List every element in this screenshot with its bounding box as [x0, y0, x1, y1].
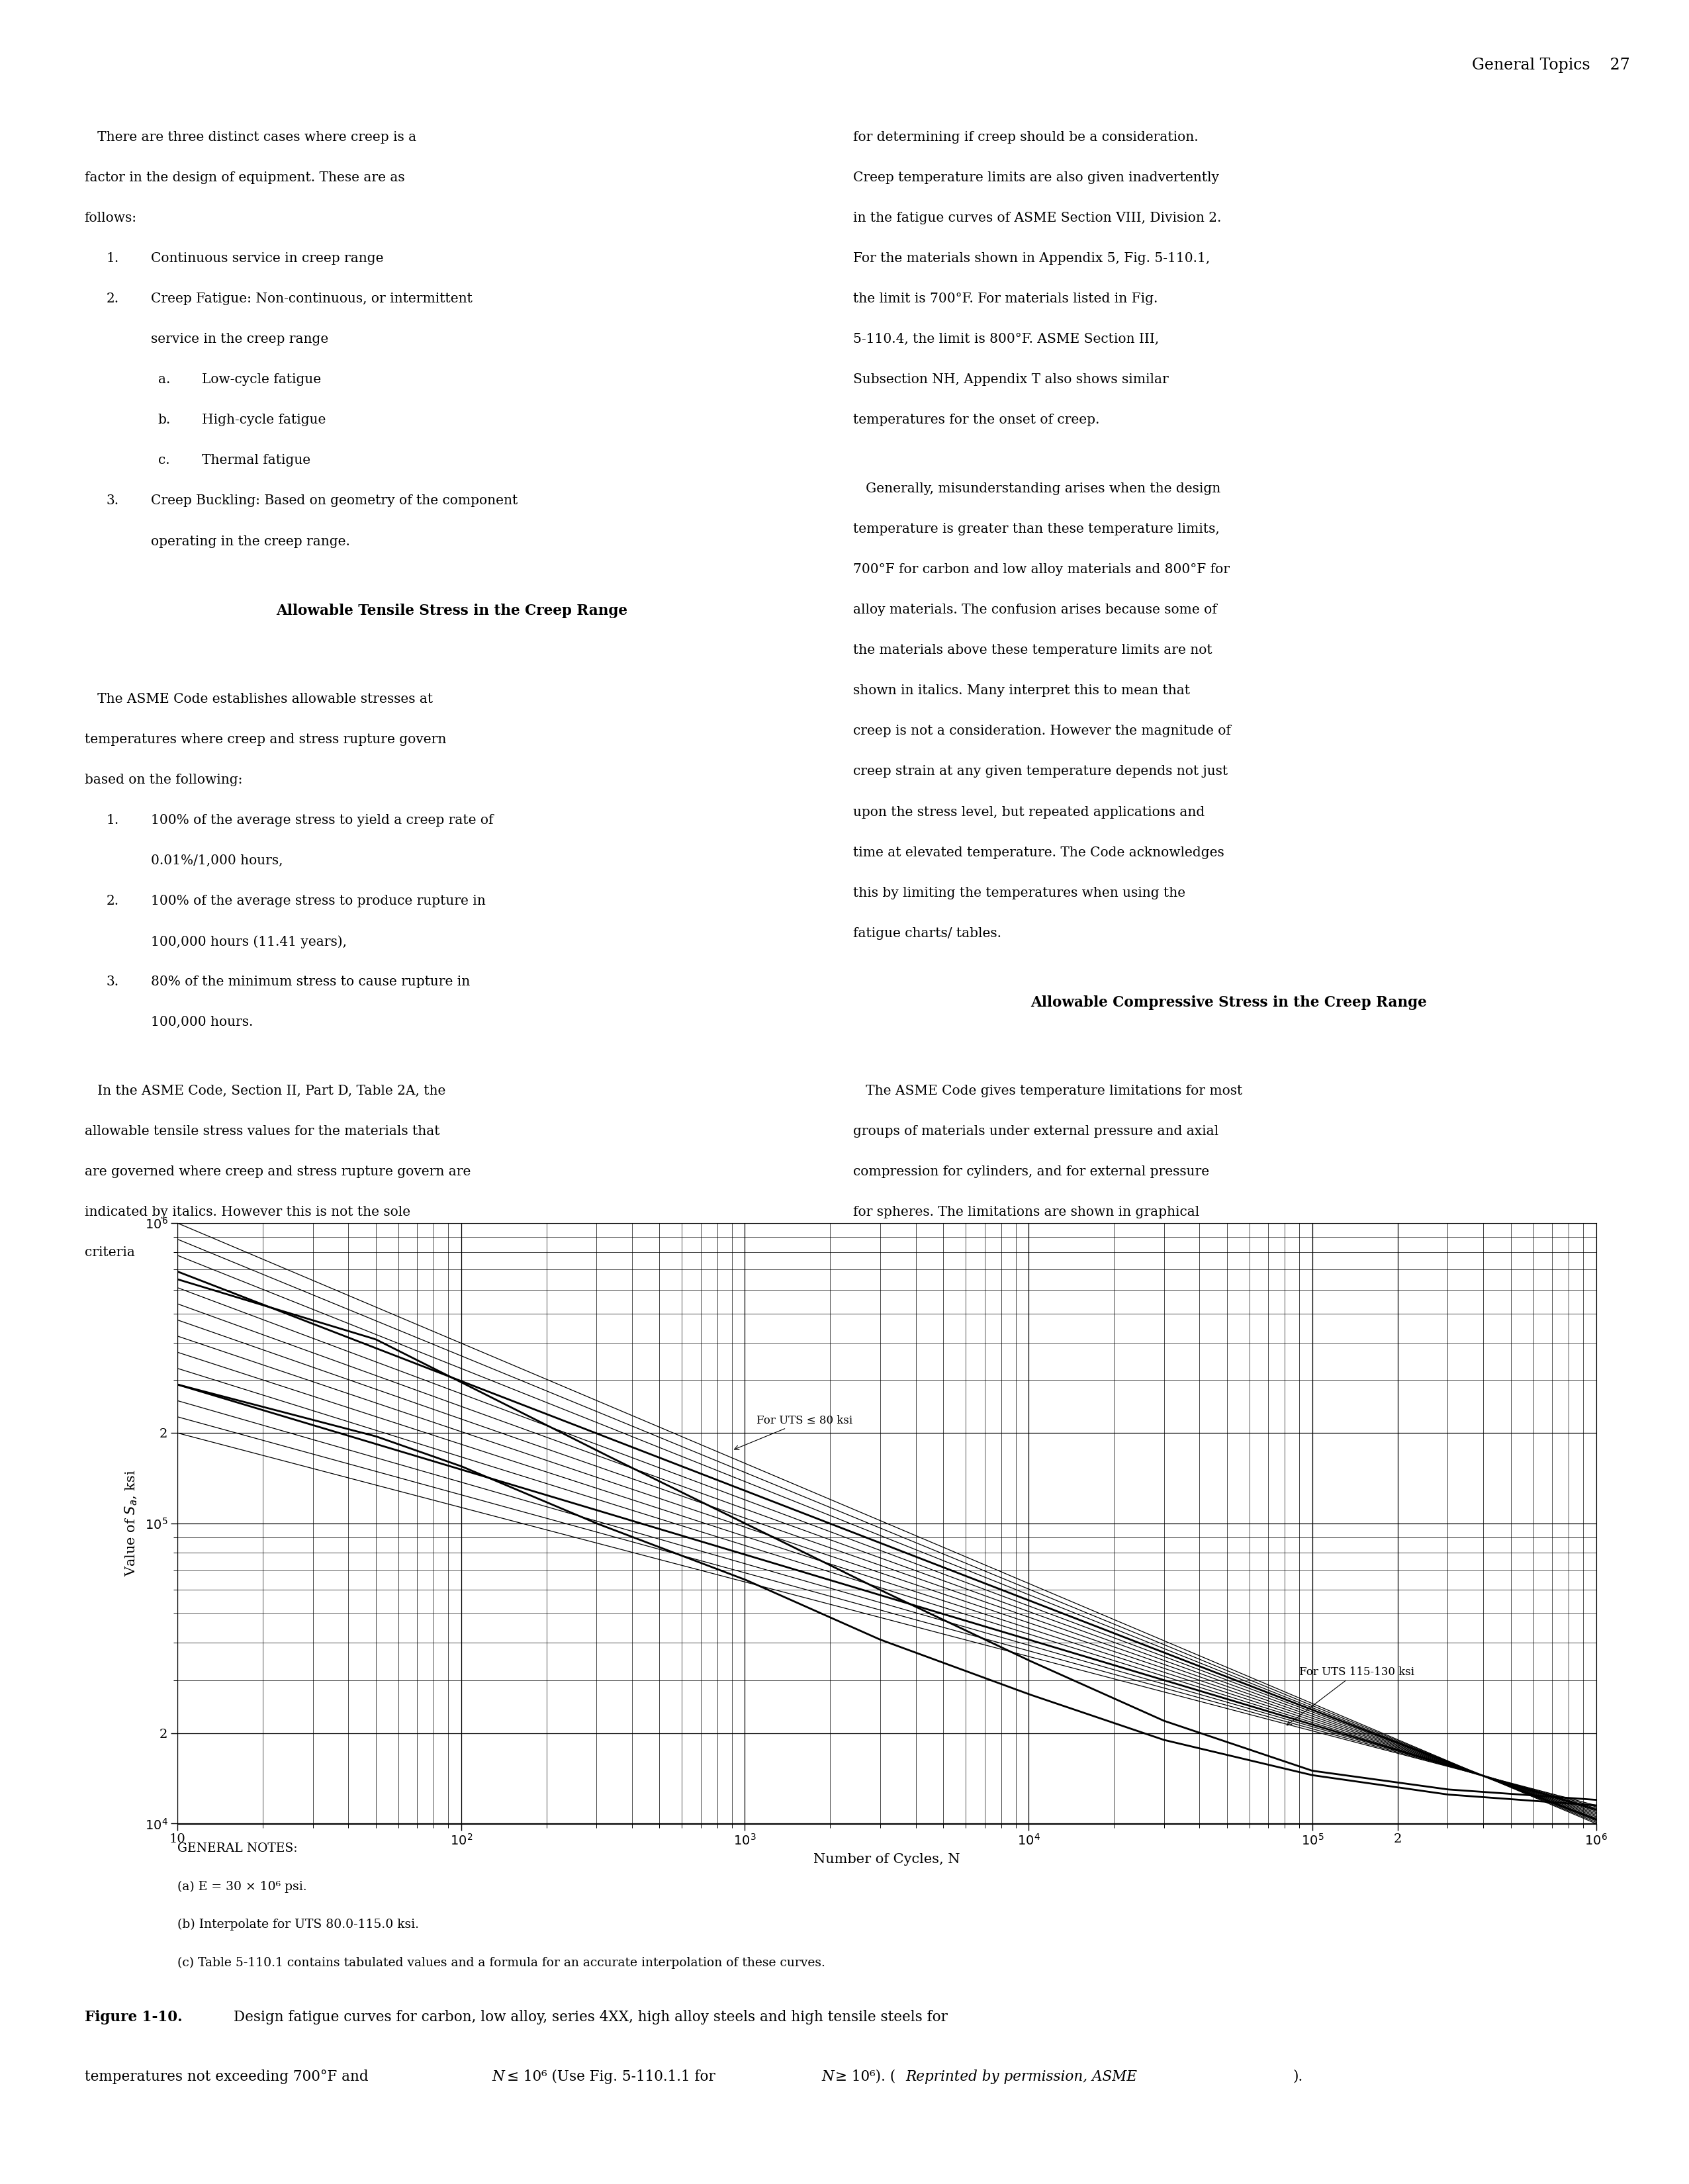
- Text: Thermal fatigue: Thermal fatigue: [203, 454, 311, 467]
- Text: Low-cycle fatigue: Low-cycle fatigue: [203, 373, 321, 387]
- Text: (b) Interpolate for UTS 80.0-115.0 ksi.: (b) Interpolate for UTS 80.0-115.0 ksi.: [177, 1920, 419, 1931]
- Text: this by limiting the temperatures when using the: this by limiting the temperatures when u…: [853, 887, 1186, 900]
- Text: 3.: 3.: [106, 496, 120, 507]
- Text: 1.: 1.: [106, 253, 120, 264]
- Text: criteria: criteria: [84, 1247, 135, 1258]
- Text: For UTS ≤ 80 ksi: For UTS ≤ 80 ksi: [735, 1415, 853, 1450]
- Text: The ASME Code establishes allowable stresses at: The ASME Code establishes allowable stre…: [84, 692, 432, 705]
- Text: allowable tensile stress values for the materials that: allowable tensile stress values for the …: [84, 1125, 439, 1138]
- Text: temperature is greater than these temperature limits,: temperature is greater than these temper…: [853, 522, 1219, 535]
- Text: Design fatigue curves for carbon, low alloy, series 4XX, high alloy steels and h: Design fatigue curves for carbon, low al…: [233, 2009, 948, 2025]
- Text: 3.: 3.: [106, 976, 120, 987]
- Text: for spheres. The limitations are shown in graphical: for spheres. The limitations are shown i…: [853, 1206, 1199, 1219]
- Text: 100% of the average stress to produce rupture in: 100% of the average stress to produce ru…: [150, 895, 485, 906]
- Text: temperatures not exceeding 700°F and: temperatures not exceeding 700°F and: [84, 2070, 373, 2084]
- Text: in the fatigue curves of ASME Section VIII, Division 2.: in the fatigue curves of ASME Section VI…: [853, 212, 1221, 225]
- Text: Figures: Figures: [853, 1286, 905, 1299]
- Text: 2.: 2.: [106, 895, 120, 906]
- Text: Figure 1-10.: Figure 1-10.: [84, 2009, 182, 2025]
- Text: GENERAL NOTES:: GENERAL NOTES:: [177, 1843, 297, 1854]
- Text: High-cycle fatigue: High-cycle fatigue: [203, 415, 326, 426]
- Text: Allowable Tensile Stress in the Creep Range: Allowable Tensile Stress in the Creep Ra…: [275, 603, 628, 618]
- Text: compression for cylinders, and for external pressure: compression for cylinders, and for exter…: [853, 1166, 1209, 1177]
- Text: (a) E = 30 × 10⁶ psi.: (a) E = 30 × 10⁶ psi.: [177, 1880, 307, 1894]
- Text: 5-110.4, the limit is 800°F. ASME Section III,: 5-110.4, the limit is 800°F. ASME Sectio…: [853, 332, 1159, 345]
- Text: N: N: [491, 2070, 505, 2084]
- Text: In the ASME Code, Section II, Part D, Table 2A, the: In the ASME Code, Section II, Part D, Ta…: [84, 1085, 446, 1096]
- Text: For the materials shown in Appendix 5, Fig. 5-110.1,: For the materials shown in Appendix 5, F…: [853, 253, 1209, 264]
- Text: the materials above these temperature limits are not: the materials above these temperature li…: [853, 644, 1213, 657]
- Text: for determining if creep should be a consideration.: for determining if creep should be a con…: [853, 131, 1198, 144]
- Text: 80% of the minimum stress to cause rupture in: 80% of the minimum stress to cause ruptu…: [150, 976, 470, 987]
- Text: groups of materials under external pressure and axial: groups of materials under external press…: [853, 1125, 1218, 1138]
- Text: form in Section II, Part D, Mandatory Appendix 3,: form in Section II, Part D, Mandatory Ap…: [853, 1247, 1191, 1258]
- Text: Continuous service in creep range: Continuous service in creep range: [150, 253, 383, 264]
- Text: ≥ 10⁶). (: ≥ 10⁶). (: [836, 2070, 895, 2084]
- Text: are governed where creep and stress rupture govern are: are governed where creep and stress rupt…: [84, 1166, 471, 1177]
- Text: General Topics    27: General Topics 27: [1471, 59, 1630, 72]
- Text: creep strain at any given temperature depends not just: creep strain at any given temperature de…: [853, 764, 1228, 778]
- Text: indicated by italics. However this is not the sole: indicated by italics. However this is no…: [84, 1206, 410, 1219]
- Text: ).: ).: [1294, 2070, 1302, 2084]
- Text: (c) Table 5-110.1 contains tabulated values and a formula for an accurate interp: (c) Table 5-110.1 contains tabulated val…: [177, 1957, 826, 1970]
- Text: fatigue charts/ tables.: fatigue charts/ tables.: [853, 926, 1002, 939]
- Text: 100,000 hours.: 100,000 hours.: [150, 1016, 253, 1029]
- Text: follows:: follows:: [84, 212, 137, 225]
- Text: Reprinted by permission, ASME: Reprinted by permission, ASME: [905, 2070, 1137, 2084]
- Text: 100% of the average stress to yield a creep rate of: 100% of the average stress to yield a cr…: [150, 815, 493, 826]
- Text: based on the following:: based on the following:: [84, 773, 242, 786]
- Text: For UTS 115-130 ksi: For UTS 115-130 ksi: [1287, 1666, 1414, 1725]
- Text: the limit is 700°F. For materials listed in Fig.: the limit is 700°F. For materials listed…: [853, 293, 1157, 306]
- Text: 1.: 1.: [106, 815, 120, 826]
- Text: creep is not a consideration. However the magnitude of: creep is not a consideration. However th…: [853, 725, 1231, 738]
- Text: factor in the design of equipment. These are as: factor in the design of equipment. These…: [84, 173, 405, 183]
- Text: 0.01%/1,000 hours,: 0.01%/1,000 hours,: [150, 854, 282, 867]
- Text: Creep Buckling: Based on geometry of the component: Creep Buckling: Based on geometry of the…: [150, 496, 517, 507]
- Text: There are three distinct cases where creep is a: There are three distinct cases where cre…: [84, 131, 415, 144]
- Text: Creep Fatigue: Non-continuous, or intermittent: Creep Fatigue: Non-continuous, or interm…: [150, 293, 473, 306]
- Y-axis label: Value of $S_a$, ksi: Value of $S_a$, ksi: [123, 1470, 138, 1577]
- Text: upon the stress level, but repeated applications and: upon the stress level, but repeated appl…: [853, 806, 1204, 819]
- Text: operating in the creep range.: operating in the creep range.: [150, 535, 350, 548]
- Text: temperatures where creep and stress rupture govern: temperatures where creep and stress rupt…: [84, 734, 446, 745]
- Text: time at elevated temperature. The Code acknowledges: time at elevated temperature. The Code a…: [853, 845, 1225, 858]
- X-axis label: Number of Cycles, N: Number of Cycles, N: [814, 1854, 959, 1865]
- Text: 100,000 hours (11.41 years),: 100,000 hours (11.41 years),: [150, 935, 346, 948]
- Text: service in the creep range: service in the creep range: [150, 332, 328, 345]
- Text: 700°F for carbon and low alloy materials and 800°F for: 700°F for carbon and low alloy materials…: [853, 563, 1230, 577]
- Text: a.: a.: [159, 373, 171, 387]
- Text: c.: c.: [159, 454, 169, 467]
- Text: Subsection NH, Appendix T also shows similar: Subsection NH, Appendix T also shows sim…: [853, 373, 1169, 387]
- Text: shown in italics. Many interpret this to mean that: shown in italics. Many interpret this to…: [853, 684, 1189, 697]
- Text: N: N: [821, 2070, 834, 2084]
- Text: ≤ 10⁶ (Use Fig. 5-110.1.1 for: ≤ 10⁶ (Use Fig. 5-110.1.1 for: [507, 2070, 720, 2084]
- Text: b.: b.: [159, 415, 171, 426]
- Text: The ASME Code gives temperature limitations for most: The ASME Code gives temperature limitati…: [853, 1085, 1243, 1096]
- Text: Allowable Compressive Stress in the Creep Range: Allowable Compressive Stress in the Cree…: [1030, 996, 1427, 1011]
- Text: alloy materials. The confusion arises because some of: alloy materials. The confusion arises be…: [853, 603, 1216, 616]
- Text: Generally, misunderstanding arises when the design: Generally, misunderstanding arises when …: [853, 483, 1221, 496]
- Text: 2.: 2.: [106, 293, 120, 306]
- Text: Creep temperature limits are also given inadvertently: Creep temperature limits are also given …: [853, 173, 1219, 183]
- Text: temperatures for the onset of creep.: temperatures for the onset of creep.: [853, 415, 1100, 426]
